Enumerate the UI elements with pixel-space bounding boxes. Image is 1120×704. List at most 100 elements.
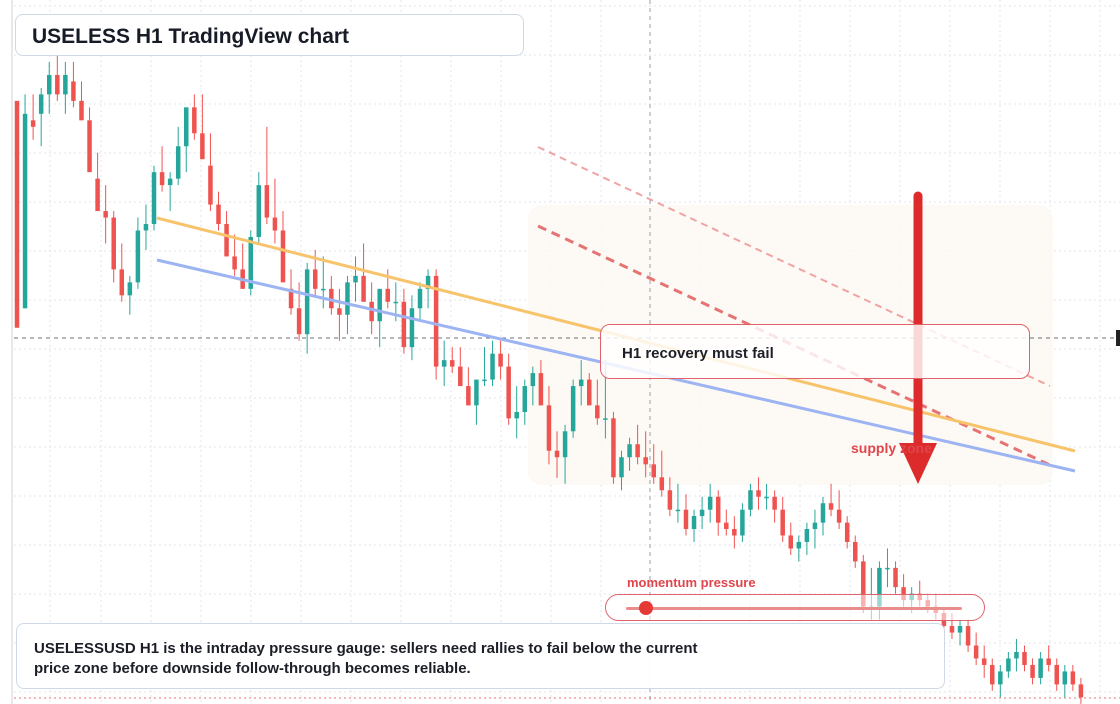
candle-body: [998, 671, 1003, 685]
candle-body: [1022, 651, 1027, 665]
candle-body: [965, 626, 971, 646]
candle-body: [1030, 664, 1035, 678]
candle-body: [538, 373, 544, 406]
candle-body: [288, 288, 294, 309]
candle-body: [321, 288, 326, 291]
candle-body: [127, 282, 133, 296]
candle-body: [740, 509, 745, 536]
candle-body: [369, 301, 374, 322]
candle-body: [337, 308, 342, 315]
candle-body: [595, 405, 600, 419]
candle-body: [304, 269, 310, 335]
candle-body: [603, 418, 608, 420]
candle-body: [764, 496, 769, 499]
candle-body: [63, 74, 68, 95]
chart-title: USELESS H1 TradingView chart: [32, 25, 350, 48]
candle-body: [1078, 684, 1084, 698]
candle-body: [530, 373, 536, 387]
candle-body: [788, 535, 794, 549]
candle-body: [1070, 671, 1076, 685]
candle-body: [449, 360, 455, 367]
candle-body: [691, 516, 697, 529]
supply-zone-label: supply zone: [851, 440, 932, 456]
candle-body: [71, 81, 76, 101]
candle-body: [296, 308, 302, 335]
candle-body: [385, 288, 391, 302]
candle-body: [699, 509, 705, 517]
candle-body: [877, 567, 882, 607]
candle-body: [852, 541, 858, 562]
candle-body: [812, 522, 818, 529]
candle-body: [458, 366, 463, 387]
candle-body: [578, 379, 584, 387]
momentum-gauge: [605, 594, 985, 621]
candle-body: [417, 288, 423, 309]
candle-body: [957, 626, 963, 633]
candle-body: [30, 120, 36, 127]
candle-body: [651, 464, 656, 478]
candle-body: [272, 217, 278, 231]
candle-body: [353, 275, 358, 283]
resistance-line-lower: [537, 224, 1053, 468]
candle-body: [973, 645, 979, 659]
candle-body: [1062, 671, 1068, 685]
candle-body: [393, 301, 399, 304]
candle-body: [79, 100, 84, 121]
callout-box: H1 recovery must fail: [600, 324, 1030, 379]
candle-body: [1046, 658, 1051, 665]
candle-body: [184, 107, 189, 147]
candle-body: [675, 509, 681, 512]
candle-body: [103, 211, 108, 218]
candle-body: [724, 522, 729, 529]
candle-body: [1038, 658, 1043, 678]
candle-body: [804, 528, 810, 542]
candle-body: [522, 386, 528, 412]
candle-body: [14, 100, 20, 328]
candle-body: [772, 496, 777, 510]
candle-body: [135, 230, 141, 283]
candle-body: [482, 379, 487, 382]
candle-body: [732, 528, 737, 536]
gauge-track: [626, 607, 962, 610]
candle-body: [627, 444, 632, 458]
candle-body: [844, 522, 850, 542]
candle-body: [425, 275, 431, 289]
callout-text: H1 recovery must fail: [622, 345, 774, 362]
candle-body: [401, 301, 407, 348]
candle-body: [546, 405, 552, 451]
candle-body: [87, 120, 92, 173]
down-arrow-icon: [899, 191, 937, 484]
candle-body: [796, 541, 802, 549]
candle-body: [893, 567, 898, 588]
candle-body: [22, 113, 28, 309]
candle-body: [836, 509, 842, 523]
note-text: USELESSUSD H1 is the intraday pressure g…: [34, 640, 698, 677]
candle-body: [441, 360, 447, 367]
candle-body: [256, 185, 262, 237]
candle-body: [345, 282, 350, 315]
candle-body: [95, 178, 100, 212]
candle-body: [38, 94, 44, 114]
candle-body: [514, 411, 519, 419]
candle-body: [506, 366, 511, 419]
candle-body: [820, 503, 826, 523]
candle-body: [780, 509, 785, 536]
candle-body: [433, 275, 439, 367]
candle-body: [490, 353, 495, 380]
price-axis-marker: [1116, 330, 1120, 346]
candle-body: [885, 567, 890, 570]
candle-body: [554, 450, 560, 458]
candle-body: [683, 509, 689, 529]
candle-body: [611, 418, 616, 478]
candle-body: [990, 664, 995, 685]
gauge-label: momentum pressure: [627, 575, 756, 590]
candle-body: [861, 561, 866, 607]
candle-body: [248, 236, 253, 289]
candle-body: [756, 490, 761, 497]
candle-body: [159, 172, 165, 186]
candle-body: [1054, 664, 1059, 685]
candle-body: [224, 224, 229, 257]
candle-body: [619, 457, 624, 478]
note-box: USELESSUSD H1 is the intraday pressure g…: [16, 623, 945, 689]
